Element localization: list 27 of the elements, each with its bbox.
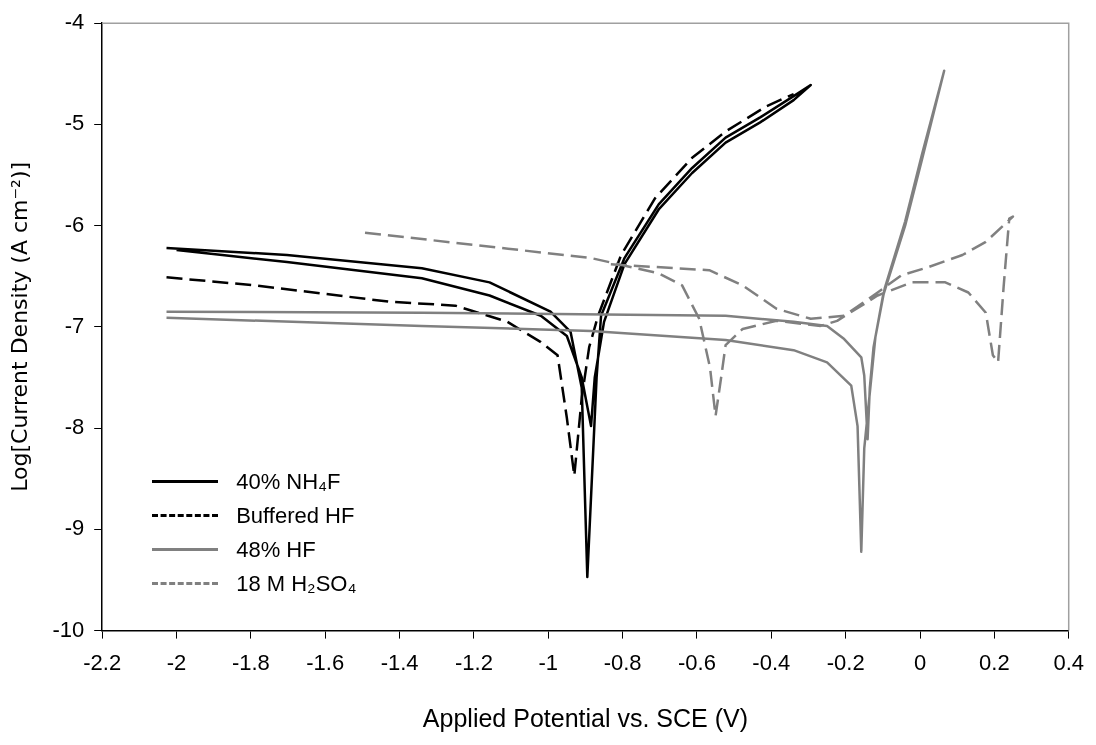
x-tick-label: -1.8 [231, 649, 270, 675]
y-axis-title: Log[Current Density (A cm⁻²)] [6, 161, 32, 492]
x-axis-title: Applied Potential vs. SCE (V) [422, 703, 749, 732]
y-tick-label: -6 [64, 211, 85, 237]
y-tick-label: -8 [64, 414, 85, 440]
y-tick-label: -7 [64, 312, 85, 338]
legend-label: 40% NH₄F [236, 467, 341, 496]
x-tick-label: -0.8 [603, 649, 642, 675]
x-tick-label: -2.2 [83, 649, 122, 675]
y-tick-label: -9 [64, 515, 85, 541]
x-tick-label: -2 [166, 649, 187, 675]
x-tick-label: 0.2 [979, 649, 1010, 675]
x-tick-label: -1 [538, 649, 559, 675]
x-tick-label: -1.6 [306, 649, 345, 675]
legend-label: 48% HF [236, 535, 316, 564]
x-tick-label: -0.6 [678, 649, 716, 675]
legend-label: 18 M H₂SO₄ [236, 569, 357, 598]
x-tick-label: 0.4 [1053, 649, 1085, 675]
legend-label: Buffered HF [236, 501, 355, 530]
x-tick-label: 0 [913, 649, 927, 675]
x-tick-label: -0.2 [826, 649, 865, 675]
y-tick-label: -5 [64, 110, 85, 136]
x-tick-label: -1.4 [380, 649, 419, 675]
x-tick-label: -0.4 [752, 649, 791, 675]
x-tick-label: -1.2 [454, 649, 493, 675]
y-tick-label: -4 [64, 9, 85, 35]
y-tick-label: -10 [52, 616, 85, 642]
